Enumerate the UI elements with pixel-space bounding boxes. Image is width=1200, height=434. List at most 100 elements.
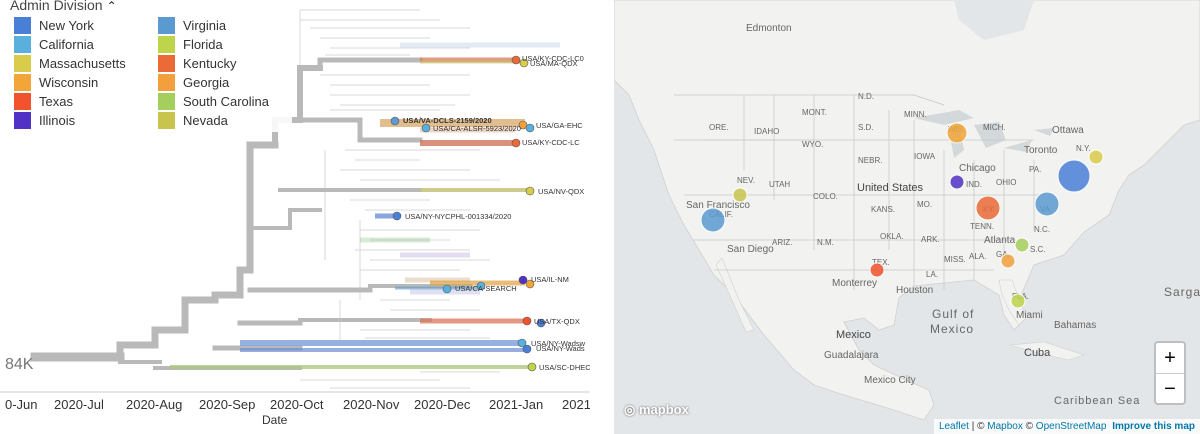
tip-va[interactable] [390, 116, 400, 126]
map-label: VA. [1040, 205, 1053, 214]
legend-label: Texas [39, 94, 73, 109]
map-label: San Francisco [686, 200, 750, 211]
map-label: PA. [1029, 165, 1042, 174]
zoom-in-button[interactable]: + [1164, 347, 1176, 369]
legend-item[interactable]: Virginia [158, 17, 226, 34]
map-label: N.C. [1034, 225, 1050, 234]
legend-item[interactable]: Kentucky [158, 55, 236, 72]
legend-swatch [14, 17, 31, 34]
legend-label: Virginia [183, 18, 227, 33]
map-label: Mexico [836, 329, 871, 341]
tip-ma[interactable] [519, 58, 529, 68]
map-label: Monterrey [832, 278, 878, 289]
map-label: WYO. [802, 140, 824, 149]
map-label: N.Y. [1076, 144, 1091, 153]
mapbox-link[interactable]: Mapbox [987, 421, 1023, 432]
tip-ca-5[interactable] [517, 338, 527, 348]
tip-label: USA/CA-SEARCH [455, 284, 517, 293]
legend-label: Wisconsin [39, 75, 99, 90]
legend-item[interactable]: Georgia [158, 74, 229, 91]
legend-swatch [158, 36, 175, 53]
map-label: Cuba [1024, 347, 1051, 359]
tip-ny-3[interactable] [522, 344, 532, 354]
basemap[interactable] [614, 0, 1200, 434]
tip-ca-4[interactable] [476, 281, 486, 291]
x-tick-label: 2020-Aug [126, 397, 183, 412]
map-label: IDAHO [754, 127, 780, 136]
map-label: KANS. [871, 205, 896, 214]
legend-item[interactable]: Wisconsin [14, 74, 98, 91]
legend-item[interactable]: Texas [14, 93, 73, 110]
legend-swatch [158, 17, 175, 34]
map-label: MICH. [983, 123, 1006, 132]
tip-ca-3[interactable] [442, 284, 452, 294]
tip-ca-2[interactable] [525, 123, 535, 133]
legend-label: Nevada [183, 113, 228, 128]
tip-ca[interactable] [421, 123, 431, 133]
mapbox-logo-text: mapbox [638, 402, 689, 417]
map-label: FLA. [1012, 292, 1029, 301]
legend-item[interactable]: South Carolina [158, 93, 269, 110]
map-label: CALIF. [709, 210, 734, 219]
map-label: IOWA [914, 152, 936, 161]
zoom-out-button[interactable]: − [1156, 373, 1184, 404]
map-label: MO. [917, 200, 933, 209]
tip-ny-2[interactable] [536, 318, 546, 328]
improve-map-link[interactable]: Improve this map [1112, 421, 1195, 432]
map-label: Caribbean Sea [1054, 395, 1141, 407]
map-label: LA. [926, 270, 939, 279]
legend-toggle[interactable]: Admin Division ⌃ [10, 0, 117, 13]
phylogeny-tree-panel: USA/KY-CDC-LC0 USA/MA-QDX USA/VA-DCLS-21… [0, 0, 590, 434]
map-label: S.C. [1030, 245, 1046, 254]
map-label: United States [857, 182, 924, 194]
map-label: Guadalajara [824, 350, 879, 361]
tip-wi[interactable] [525, 279, 535, 289]
legend-item[interactable]: California [14, 36, 94, 53]
map-label: ALA. [969, 252, 987, 261]
map-label: Sarga [1164, 285, 1200, 299]
legend-item[interactable]: Florida [158, 36, 223, 53]
leaflet-link[interactable]: Leaflet [938, 421, 969, 432]
legend-label: California [39, 37, 94, 52]
x-tick-label: 2021 [562, 397, 590, 412]
map-label: MINN. [904, 110, 927, 119]
tip-label: USA/SC-DHEC [539, 363, 590, 372]
tip-ky[interactable] [511, 55, 521, 65]
tip-ky-2[interactable] [511, 138, 521, 148]
tip-tx[interactable] [522, 316, 532, 326]
legend-item[interactable]: Nevada [158, 112, 228, 129]
legend-swatch [158, 55, 175, 72]
map-label: UTAH [769, 180, 791, 189]
map-label: Ottawa [1052, 125, 1084, 136]
x-axis-title: Date [262, 413, 288, 427]
tip-il[interactable] [518, 275, 528, 285]
osm-link[interactable]: OpenStreetMap [1035, 421, 1107, 432]
mapbox-logo[interactable]: ◎ mapbox [624, 402, 689, 418]
map-label: WIS. [948, 125, 966, 134]
legend-swatch [158, 93, 175, 110]
legend-label: Florida [183, 37, 223, 52]
tip-label: USA/NY-Wads [536, 344, 585, 353]
legend-item[interactable]: Illinois [14, 112, 75, 129]
map-label: MISS. [944, 255, 966, 264]
map-attribution: Leaflet | © Mapbox © OpenStreetMap Impro… [933, 419, 1200, 434]
map-label: IND. [966, 180, 982, 189]
map-label: ARIZ. [772, 238, 793, 247]
tip-nv[interactable] [525, 186, 535, 196]
tip-ny[interactable] [392, 211, 402, 221]
legend-item[interactable]: Massachusetts [14, 55, 126, 72]
x-tick-label: 2021-Jan [489, 397, 544, 412]
map-panel[interactable]: Edmonton N.D. MONT. MINN. WIS. MICH. Ott… [614, 0, 1200, 434]
attribution-separator: © [1022, 421, 1036, 432]
tip-sc[interactable] [527, 362, 537, 372]
map-label: Atlanta [984, 235, 1016, 246]
tip-label: USA/CA-ALSR-5923/2020 [433, 124, 521, 133]
map-label: MONT. [802, 108, 827, 117]
legend-item[interactable]: New York [14, 17, 94, 34]
tip-label: USA/KY-CDC-LC0 [522, 54, 584, 63]
map-label: NEBR. [858, 156, 883, 165]
x-tick-label: 2020-Nov [343, 397, 400, 412]
legend-swatch [14, 55, 31, 72]
legend-swatch [14, 74, 31, 91]
map-label: TENN. [970, 222, 994, 231]
